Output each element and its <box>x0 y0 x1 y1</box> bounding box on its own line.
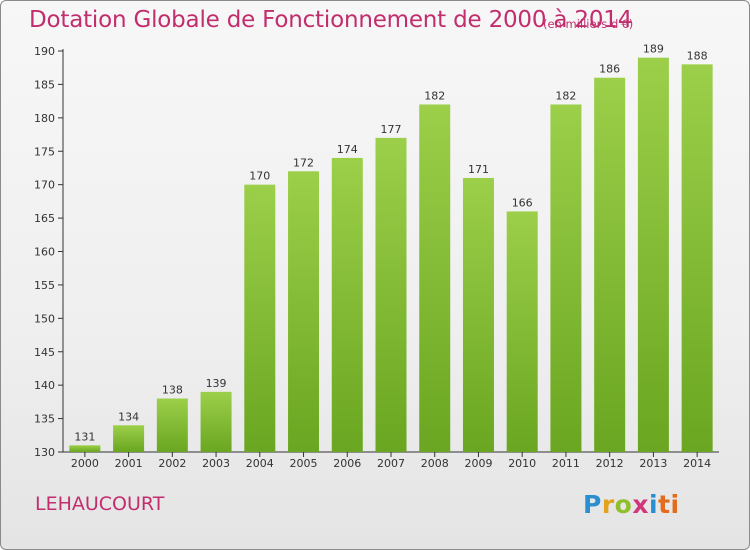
x-tick-label-2008: 2008 <box>421 457 449 470</box>
x-tick-label-2002: 2002 <box>158 457 186 470</box>
x-tick-label-2001: 2001 <box>115 457 143 470</box>
logo-letter: i <box>649 490 659 519</box>
y-tick-label: 185 <box>34 78 55 91</box>
value-label-2005: 172 <box>293 156 314 169</box>
value-label-2003: 139 <box>206 377 227 390</box>
x-tick-label-2003: 2003 <box>202 457 230 470</box>
x-axis: 2000 2001 2002 2003 2004 2005 2006 2007 2008 2009… <box>63 451 719 470</box>
x-tick-label-2007: 2007 <box>377 457 405 470</box>
y-tick-label: 160 <box>34 246 55 259</box>
y-axis: 130 135 140 145 150 155 160 165 170 175 180 185 190 <box>34 45 64 459</box>
x-tick-label-2005: 2005 <box>290 457 318 470</box>
value-label-2010: 166 <box>512 196 533 209</box>
y-tick-label: 130 <box>34 446 55 459</box>
x-tick-label-2013: 2013 <box>639 457 667 470</box>
bar-2013[interactable] <box>637 57 669 452</box>
bar-2012[interactable] <box>594 77 626 452</box>
value-label-2008: 182 <box>424 89 445 102</box>
logo-letter: ti <box>658 490 680 519</box>
x-tick-label-2010: 2010 <box>508 457 536 470</box>
value-label-2002: 138 <box>162 384 183 397</box>
value-label-2001: 134 <box>118 410 139 423</box>
x-tick-label-2012: 2012 <box>596 457 624 470</box>
y-tick-label: 190 <box>34 45 55 58</box>
bar-2004[interactable] <box>244 184 276 452</box>
x-tick-label-2004: 2004 <box>246 457 274 470</box>
value-label-2014: 188 <box>687 49 708 62</box>
y-tick-label: 175 <box>34 145 55 158</box>
bar-2002[interactable] <box>156 398 188 452</box>
logo-letter: r <box>601 490 615 519</box>
y-tick-label: 145 <box>34 346 55 359</box>
chart-title: Dotation Globale de Fonctionnement de 20… <box>29 7 633 33</box>
bar-2000[interactable] <box>69 445 101 452</box>
bar-2010[interactable] <box>506 211 538 452</box>
y-tick-label: 150 <box>34 312 55 325</box>
value-label-2004: 170 <box>249 170 270 183</box>
bar-2006[interactable] <box>331 157 363 452</box>
commune-name: LEHAUCOURT <box>35 493 165 515</box>
value-label-2009: 171 <box>468 163 489 176</box>
bars: 131 134 138 139 170 172 174 177 182 171 166 182 186 1… <box>69 43 713 453</box>
logo-letter: P <box>583 490 602 519</box>
bar-2011[interactable] <box>550 104 582 452</box>
y-tick-label: 155 <box>34 279 55 292</box>
proxiti-logo[interactable]: Proxiti <box>583 490 680 519</box>
value-label-2012: 186 <box>599 63 620 76</box>
bar-2009[interactable] <box>462 177 494 452</box>
x-tick-label-2014: 2014 <box>683 457 711 470</box>
bar-2014[interactable] <box>681 64 713 452</box>
value-label-2006: 174 <box>337 143 358 156</box>
y-tick-label: 170 <box>34 179 55 192</box>
logo-letter: x <box>632 490 649 519</box>
y-tick-label: 180 <box>34 112 55 125</box>
y-tick-label: 165 <box>34 212 55 225</box>
y-tick-label: 135 <box>34 413 55 426</box>
x-tick-label-2009: 2009 <box>464 457 492 470</box>
bar-2007[interactable] <box>375 137 407 452</box>
bar-2001[interactable] <box>113 425 145 452</box>
logo-letter: o <box>614 490 633 519</box>
bar-2005[interactable] <box>288 171 320 453</box>
x-tick-label-2011: 2011 <box>552 457 580 470</box>
bar-2003[interactable] <box>200 391 232 452</box>
value-label-2011: 182 <box>555 89 576 102</box>
y-tick-label: 140 <box>34 379 55 392</box>
x-tick-label-2000: 2000 <box>71 457 99 470</box>
bar-2008[interactable] <box>419 104 451 452</box>
value-label-2007: 177 <box>381 123 402 136</box>
value-label-2013: 189 <box>643 43 664 56</box>
chart-subtitle: (en milliers d'€) <box>543 17 634 31</box>
value-label-2000: 131 <box>74 430 95 443</box>
x-tick-label-2006: 2006 <box>333 457 361 470</box>
